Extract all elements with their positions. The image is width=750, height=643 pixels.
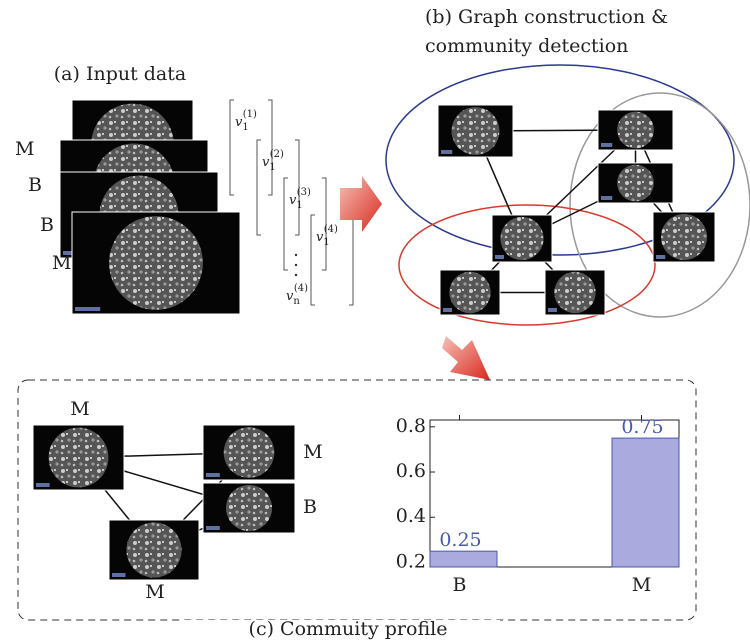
- vector-entry: v1(2): [262, 149, 284, 173]
- vector-sub: 1: [296, 200, 302, 211]
- scale-tag: [36, 483, 50, 487]
- bar: [612, 438, 679, 567]
- micro-image: [545, 270, 605, 315]
- vector-entry: v1(4): [316, 224, 338, 248]
- image-field: [49, 428, 109, 488]
- scale-tag: [206, 473, 220, 477]
- panel-c-title: (c) Commuity profile: [249, 618, 448, 640]
- image-label: B: [28, 174, 42, 196]
- vector-sup: (2): [270, 149, 284, 160]
- image-label: M: [15, 138, 34, 160]
- ellipsis-dot: [295, 264, 297, 266]
- node-label: M: [145, 581, 164, 603]
- vector-sub: n: [293, 296, 300, 307]
- image-field: [500, 217, 543, 260]
- image-field: [226, 485, 272, 531]
- value-label: 0.75: [621, 416, 663, 438]
- arrow: [442, 336, 490, 380]
- scale-tag: [548, 308, 557, 312]
- micro-image: [438, 105, 513, 157]
- scale-tag: [443, 308, 452, 312]
- bracket: [349, 215, 353, 305]
- figure: (a) Input data M B B M v1(1)v1(2)v1(3)v1…: [0, 0, 750, 643]
- bar-chart: 0.2 0.4 0.6 0.8 0.25 B 0.75 M: [396, 415, 679, 596]
- image-field: [661, 214, 707, 260]
- image-field: [109, 216, 203, 310]
- y-tick-label: 0.6: [396, 460, 426, 482]
- ellipsis-dot: [295, 274, 297, 276]
- panel-c-frame: [18, 380, 696, 620]
- panel-b-title: community detection: [425, 35, 628, 57]
- micro-image: [33, 425, 124, 490]
- image-field: [126, 522, 181, 577]
- y-tick-label: 0.8: [396, 415, 426, 437]
- image-field: [617, 112, 654, 149]
- y-tick-label: 0.2: [396, 550, 426, 572]
- scale-tag: [495, 255, 504, 259]
- vector-sub: 1: [242, 122, 248, 133]
- micro-image: [598, 163, 673, 203]
- scale-tag: [601, 143, 612, 147]
- scale-tag: [75, 307, 100, 311]
- image-label: B: [40, 214, 54, 236]
- image-field: [554, 272, 595, 313]
- arrow: [340, 176, 382, 232]
- micro-image: [440, 270, 500, 315]
- micro-image: [203, 483, 295, 533]
- value-label: 0.25: [439, 529, 481, 551]
- vector-sub: 1: [269, 162, 275, 173]
- bracket: [311, 215, 315, 305]
- panel-b-title: (b) Graph construction &: [425, 6, 668, 28]
- micro-image: [72, 212, 240, 314]
- image-field: [449, 272, 490, 313]
- vector-sup: (1): [243, 109, 257, 120]
- vector-entry: vn(4): [286, 283, 308, 307]
- x-tick-label: B: [453, 574, 467, 596]
- y-tick-label: 0.4: [396, 505, 426, 527]
- bar: [430, 551, 497, 567]
- node-label: M: [303, 441, 322, 463]
- vector-sup: (3): [297, 187, 311, 198]
- scale-tag: [441, 150, 452, 154]
- vector-entry: v1(1): [235, 109, 257, 133]
- scale-tag: [656, 255, 665, 259]
- panel-a-title: (a) Input data: [54, 63, 186, 85]
- x-tick-label: M: [632, 574, 651, 596]
- micro-image: [203, 425, 295, 480]
- micro-image: [109, 520, 199, 580]
- bracket: [268, 100, 272, 195]
- micro-image: [598, 110, 673, 150]
- micro-image: [492, 215, 552, 262]
- ellipsis-dot: [295, 254, 297, 256]
- scale-tag: [112, 573, 126, 577]
- bracket: [230, 100, 234, 195]
- vector-entry: v1(3): [289, 187, 311, 211]
- scale-tag: [601, 196, 612, 200]
- image-field: [452, 107, 500, 155]
- vector-sub: 1: [323, 237, 329, 248]
- vector-sup: (4): [324, 224, 338, 235]
- bracket: [257, 140, 261, 235]
- node-label: M: [70, 398, 89, 420]
- micro-image: [653, 212, 715, 262]
- scale-tag: [206, 526, 220, 530]
- node-label: B: [303, 496, 317, 518]
- vector-sup: (4): [294, 283, 308, 294]
- image-field: [224, 427, 275, 478]
- bracket: [284, 178, 288, 270]
- image-field: [617, 165, 654, 202]
- image-label: M: [52, 252, 71, 274]
